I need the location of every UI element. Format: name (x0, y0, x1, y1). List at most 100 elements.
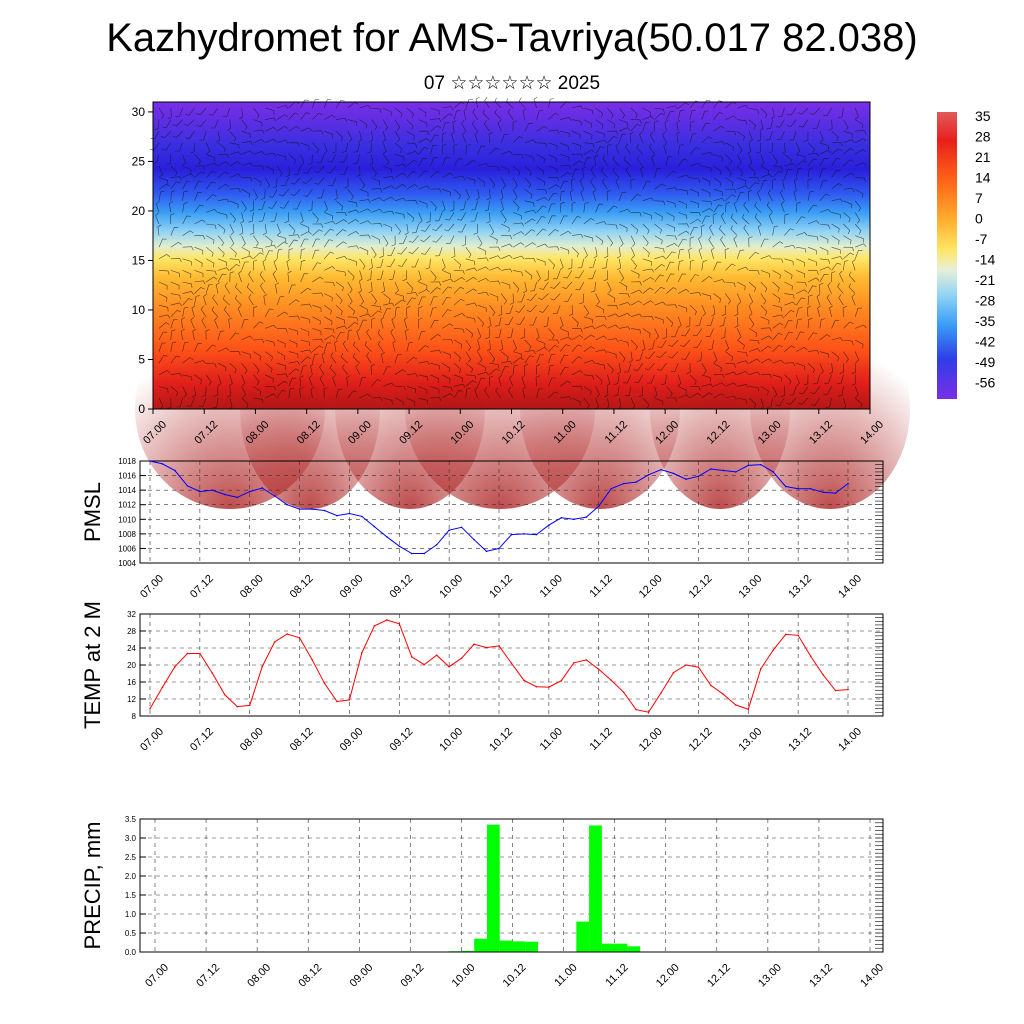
precip-bar (486, 824, 500, 952)
pmsl-point (423, 552, 426, 555)
x-tick-label: 09.12 (399, 962, 427, 990)
y-tick-label: 2.5 (125, 853, 137, 862)
pmsl-point (622, 482, 625, 485)
temp-point (223, 693, 226, 696)
temp-point (635, 708, 637, 711)
temp-point (286, 633, 288, 635)
temp-point (834, 689, 837, 692)
pmsl-point (822, 491, 824, 494)
pmsl-point (298, 508, 301, 510)
colorbar-label: 35 (975, 108, 991, 124)
pmsl-point (248, 490, 251, 493)
temp-point (348, 699, 351, 701)
pmsl-point (759, 463, 762, 466)
x-tick-label: 11.12 (603, 962, 630, 989)
precip-bar (461, 950, 475, 952)
precip-panel: 0.0 0.5 1.0 1.5 2.0 2.5 3.0 3.5 PRECIP, mm 07.00 0… (80, 815, 886, 990)
temp-point (822, 673, 824, 676)
colorbar-label: 7 (975, 190, 983, 206)
temp-point (672, 671, 675, 674)
colorbar (937, 112, 957, 399)
pmsl-point (361, 515, 363, 518)
temp-point (697, 666, 700, 668)
temp-point (336, 700, 338, 703)
pmsl-point (735, 471, 737, 473)
pmsl-point (772, 471, 775, 473)
x-tick-label: 10.00 (450, 962, 478, 990)
x-tick-label: 11.00 (538, 726, 565, 753)
colorbar-label: -28 (975, 293, 995, 309)
pmsl-point (535, 533, 538, 536)
x-tick-label: 12.12 (687, 726, 715, 754)
temp-point (298, 637, 301, 639)
pmsl-point (610, 487, 612, 490)
y-tick-label: 28 (127, 627, 136, 636)
chart-title: Kazhydromet for AMS-Tavriya(50.017 82.03… (106, 16, 918, 60)
y-tick-label: 15 (132, 253, 146, 267)
pmsl-point (485, 550, 488, 553)
pmsl-point (398, 545, 401, 548)
pmsl-point (572, 518, 575, 521)
temp-point (174, 665, 176, 668)
x-tick-label: 13.12 (807, 962, 835, 990)
pmsl-point (685, 478, 687, 481)
temp-point (398, 622, 401, 625)
x-tick-label: 13.12 (786, 573, 814, 601)
y-tick-label: 3.0 (125, 834, 137, 843)
temp-point (647, 711, 650, 713)
y-tick-label: 20 (127, 661, 136, 670)
pmsl-point (784, 485, 787, 488)
temp-point (311, 658, 313, 661)
y-tick-label: 1.0 (125, 910, 137, 919)
y-tick-label: 0.5 (125, 929, 137, 938)
x-tick-label: 12.00 (654, 962, 682, 990)
x-tick-label: 12.12 (705, 962, 733, 990)
precip-bar (589, 825, 602, 952)
x-tick-label: 08.00 (245, 962, 273, 990)
y-tick-label: 0.0 (125, 948, 137, 957)
y-tick-label: 1.5 (125, 891, 137, 900)
temp-point (161, 686, 164, 688)
pmsl-point (498, 547, 500, 550)
temp-point (747, 708, 750, 710)
temp-point (211, 672, 214, 674)
colorbar-label: 0 (975, 211, 983, 227)
pmsl-point (722, 469, 725, 472)
y-tick-label: 1010 (118, 515, 136, 524)
y-tick-label: 0 (138, 402, 145, 416)
x-tick-label: 13.00 (736, 726, 764, 754)
temp-point (448, 665, 450, 668)
pmsl-point (149, 460, 151, 462)
temp-point (473, 643, 475, 645)
x-tick-label: 08.12 (296, 962, 324, 990)
pmsl-point (660, 468, 662, 471)
pmsl-point (548, 524, 550, 526)
x-tick-label: 14.00 (836, 726, 864, 754)
pmsl-point (261, 487, 263, 489)
x-tick-label: 07.12 (188, 573, 216, 601)
temp-point (710, 684, 712, 687)
pmsl-point (834, 492, 837, 494)
temp-point (585, 659, 588, 661)
pmsl-point (560, 517, 563, 519)
y-tick-label: 24 (127, 644, 136, 653)
temp-point (460, 657, 463, 659)
temp-point (386, 619, 388, 621)
precip-bar (627, 946, 641, 952)
pmsl-point (460, 526, 463, 529)
x-tick-label: 11.12 (587, 726, 614, 753)
temp-point (847, 688, 849, 691)
x-tick-label: 13.00 (756, 962, 784, 990)
wind-barbs (149, 96, 867, 410)
pmsl-point (797, 487, 799, 490)
temp-point (597, 668, 600, 671)
temp-point (735, 704, 737, 706)
pmsl-point (435, 543, 438, 546)
x-tick-label: 09.12 (387, 726, 415, 754)
x-tick-label: 07.12 (188, 726, 216, 754)
y-tick-label: 5 (138, 352, 145, 366)
pmsl-point (647, 474, 650, 476)
y-tick-label: 1014 (118, 486, 136, 495)
temp-point (759, 668, 762, 670)
temp-point (361, 651, 363, 654)
